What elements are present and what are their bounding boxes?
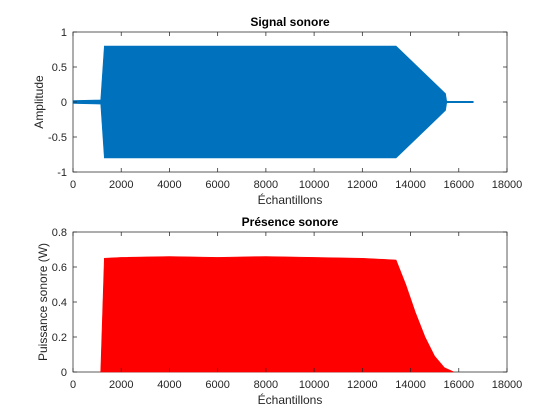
signal-x-tick-label: 8000 bbox=[254, 179, 278, 191]
presence-x-tick-label: 4000 bbox=[157, 379, 181, 391]
presence-y-tick-label: 0 bbox=[61, 367, 67, 379]
signal-x-tick-label: 6000 bbox=[205, 179, 229, 191]
signal-y-tick-label: -0.5 bbox=[48, 132, 67, 144]
signal-xlabel: Échantillons bbox=[258, 192, 323, 207]
signal-y-tick-label: 1 bbox=[61, 27, 67, 39]
signal-x-tick-label: 2000 bbox=[109, 179, 133, 191]
presence-y-tick-label: 0.6 bbox=[52, 262, 67, 274]
presence-x-tick-label: 0 bbox=[70, 379, 76, 391]
signal-x-tick-label: 16000 bbox=[443, 179, 474, 191]
presence-ticks: 0 2000 4000 6000 8000 10000 12000 14000 16000 180… bbox=[52, 227, 523, 391]
presence-marks bbox=[100, 256, 455, 373]
presence-x-tick-label: 12000 bbox=[347, 379, 378, 391]
presence-plot: Présence sonore 0 2000 4000 6000 8000 10000 12… bbox=[36, 215, 522, 407]
signal-x-tick-label: 0 bbox=[70, 179, 76, 191]
presence-x-tick-label: 10000 bbox=[299, 379, 330, 391]
signal-x-tick-label: 10000 bbox=[299, 179, 330, 191]
presence-y-tick-label: 0.8 bbox=[52, 227, 67, 239]
presence-title: Présence sonore bbox=[242, 215, 339, 229]
signal-plot: Signal sonore 0 2000 4000 6000 8000 10000 1200… bbox=[32, 15, 522, 207]
signal-title: Signal sonore bbox=[250, 15, 330, 29]
signal-y-tick-label: 0.5 bbox=[52, 62, 67, 74]
presence-y-tick-label: 0.2 bbox=[52, 332, 67, 344]
presence-x-tick-label: 16000 bbox=[443, 379, 474, 391]
presence-series-area bbox=[100, 256, 455, 373]
presence-ylabel: Puissance sonore (W) bbox=[36, 243, 50, 361]
presence-x-tick-label: 14000 bbox=[395, 379, 426, 391]
presence-xlabel: Échantillons bbox=[258, 392, 323, 407]
presence-x-tick-label: 6000 bbox=[205, 379, 229, 391]
signal-ylabel: Amplitude bbox=[32, 75, 46, 129]
signal-marks bbox=[72, 45, 474, 159]
presence-x-tick-label: 8000 bbox=[254, 379, 278, 391]
signal-x-tick-label: 12000 bbox=[347, 179, 378, 191]
presence-y-tick-label: 0.4 bbox=[52, 297, 67, 309]
signal-x-tick-label: 18000 bbox=[492, 179, 523, 191]
signal-x-tick-label: 14000 bbox=[395, 179, 426, 191]
signal-ticks: 0 2000 4000 6000 8000 10000 12000 14000 16000 180… bbox=[48, 27, 522, 191]
signal-x-tick-label: 4000 bbox=[157, 179, 181, 191]
signal-y-tick-label: -1 bbox=[57, 167, 67, 179]
presence-x-tick-label: 18000 bbox=[492, 379, 523, 391]
signal-series-area bbox=[72, 45, 474, 159]
signal-y-tick-label: 0 bbox=[61, 97, 67, 109]
presence-x-tick-label: 2000 bbox=[109, 379, 133, 391]
